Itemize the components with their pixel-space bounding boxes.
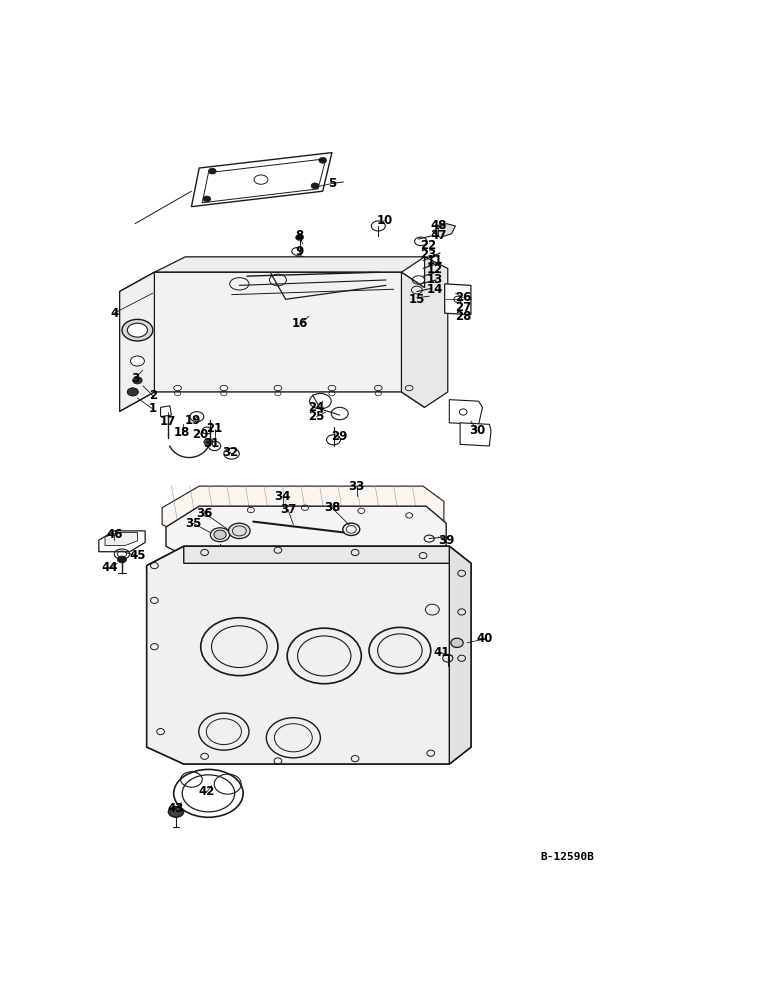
Ellipse shape bbox=[133, 377, 142, 384]
Text: 23: 23 bbox=[420, 248, 437, 261]
Text: 13: 13 bbox=[426, 273, 443, 286]
Text: 16: 16 bbox=[291, 317, 308, 330]
Polygon shape bbox=[154, 257, 425, 272]
Polygon shape bbox=[202, 159, 326, 203]
Text: 22: 22 bbox=[420, 239, 437, 252]
Text: 46: 46 bbox=[106, 528, 123, 541]
Text: 32: 32 bbox=[222, 446, 239, 459]
Ellipse shape bbox=[208, 168, 216, 174]
Text: 20: 20 bbox=[192, 428, 209, 441]
Ellipse shape bbox=[170, 807, 182, 817]
Text: 19: 19 bbox=[185, 414, 201, 427]
Ellipse shape bbox=[451, 638, 463, 647]
Ellipse shape bbox=[204, 439, 213, 446]
Text: 39: 39 bbox=[438, 534, 455, 547]
Polygon shape bbox=[191, 153, 332, 207]
Polygon shape bbox=[105, 532, 137, 546]
Text: 33: 33 bbox=[348, 480, 365, 493]
Text: 11: 11 bbox=[426, 254, 443, 267]
Text: 43: 43 bbox=[168, 802, 185, 815]
Text: 2: 2 bbox=[149, 389, 157, 402]
Ellipse shape bbox=[296, 235, 303, 240]
Polygon shape bbox=[401, 257, 448, 407]
Ellipse shape bbox=[127, 388, 138, 396]
Text: 10: 10 bbox=[376, 214, 393, 227]
Polygon shape bbox=[147, 546, 471, 764]
Ellipse shape bbox=[203, 196, 211, 202]
Ellipse shape bbox=[127, 323, 147, 337]
Text: 27: 27 bbox=[455, 301, 472, 314]
Text: 26: 26 bbox=[455, 291, 472, 304]
Polygon shape bbox=[449, 400, 482, 424]
Text: 15: 15 bbox=[408, 293, 425, 306]
Polygon shape bbox=[432, 224, 455, 238]
Polygon shape bbox=[120, 272, 154, 411]
Ellipse shape bbox=[130, 356, 144, 366]
Polygon shape bbox=[460, 423, 491, 446]
Text: 35: 35 bbox=[185, 517, 201, 530]
Polygon shape bbox=[147, 728, 471, 764]
Text: 48: 48 bbox=[430, 219, 447, 232]
Text: B-12590B: B-12590B bbox=[540, 852, 594, 862]
Ellipse shape bbox=[319, 157, 327, 163]
Polygon shape bbox=[120, 272, 154, 411]
Text: 29: 29 bbox=[331, 430, 348, 443]
Text: 9: 9 bbox=[296, 245, 303, 258]
Text: 36: 36 bbox=[196, 507, 213, 520]
Text: 1: 1 bbox=[149, 402, 157, 415]
Polygon shape bbox=[166, 506, 446, 563]
Text: 45: 45 bbox=[129, 549, 146, 562]
Ellipse shape bbox=[168, 806, 184, 817]
Text: 17: 17 bbox=[160, 415, 177, 428]
Polygon shape bbox=[120, 272, 425, 411]
Ellipse shape bbox=[117, 556, 127, 563]
Polygon shape bbox=[449, 563, 471, 764]
Text: 28: 28 bbox=[455, 310, 472, 323]
Text: 14: 14 bbox=[426, 283, 443, 296]
Ellipse shape bbox=[122, 319, 153, 341]
Text: 21: 21 bbox=[206, 422, 223, 435]
Ellipse shape bbox=[229, 523, 250, 539]
Text: 42: 42 bbox=[198, 785, 215, 798]
Polygon shape bbox=[161, 406, 171, 417]
Text: 34: 34 bbox=[274, 490, 291, 503]
Polygon shape bbox=[147, 546, 184, 747]
Text: 30: 30 bbox=[469, 424, 486, 437]
Text: 40: 40 bbox=[476, 632, 493, 645]
Text: 47: 47 bbox=[430, 229, 447, 242]
Text: 24: 24 bbox=[308, 401, 325, 414]
Text: 18: 18 bbox=[174, 426, 191, 439]
Polygon shape bbox=[99, 531, 145, 552]
Ellipse shape bbox=[214, 530, 226, 539]
Polygon shape bbox=[445, 284, 471, 315]
Polygon shape bbox=[162, 486, 444, 540]
Polygon shape bbox=[449, 546, 471, 764]
Text: 37: 37 bbox=[279, 503, 296, 516]
Text: 3: 3 bbox=[131, 372, 139, 385]
Text: 8: 8 bbox=[296, 229, 303, 242]
Text: 25: 25 bbox=[308, 410, 325, 423]
Polygon shape bbox=[147, 546, 471, 580]
Polygon shape bbox=[184, 546, 471, 563]
Text: 44: 44 bbox=[101, 561, 118, 574]
Ellipse shape bbox=[127, 388, 138, 396]
Ellipse shape bbox=[311, 183, 319, 189]
Text: 41: 41 bbox=[433, 646, 450, 659]
Text: 31: 31 bbox=[203, 437, 220, 450]
Text: 38: 38 bbox=[323, 501, 340, 514]
Text: 4: 4 bbox=[110, 307, 118, 320]
Text: 5: 5 bbox=[328, 177, 336, 190]
Text: 12: 12 bbox=[426, 263, 443, 276]
